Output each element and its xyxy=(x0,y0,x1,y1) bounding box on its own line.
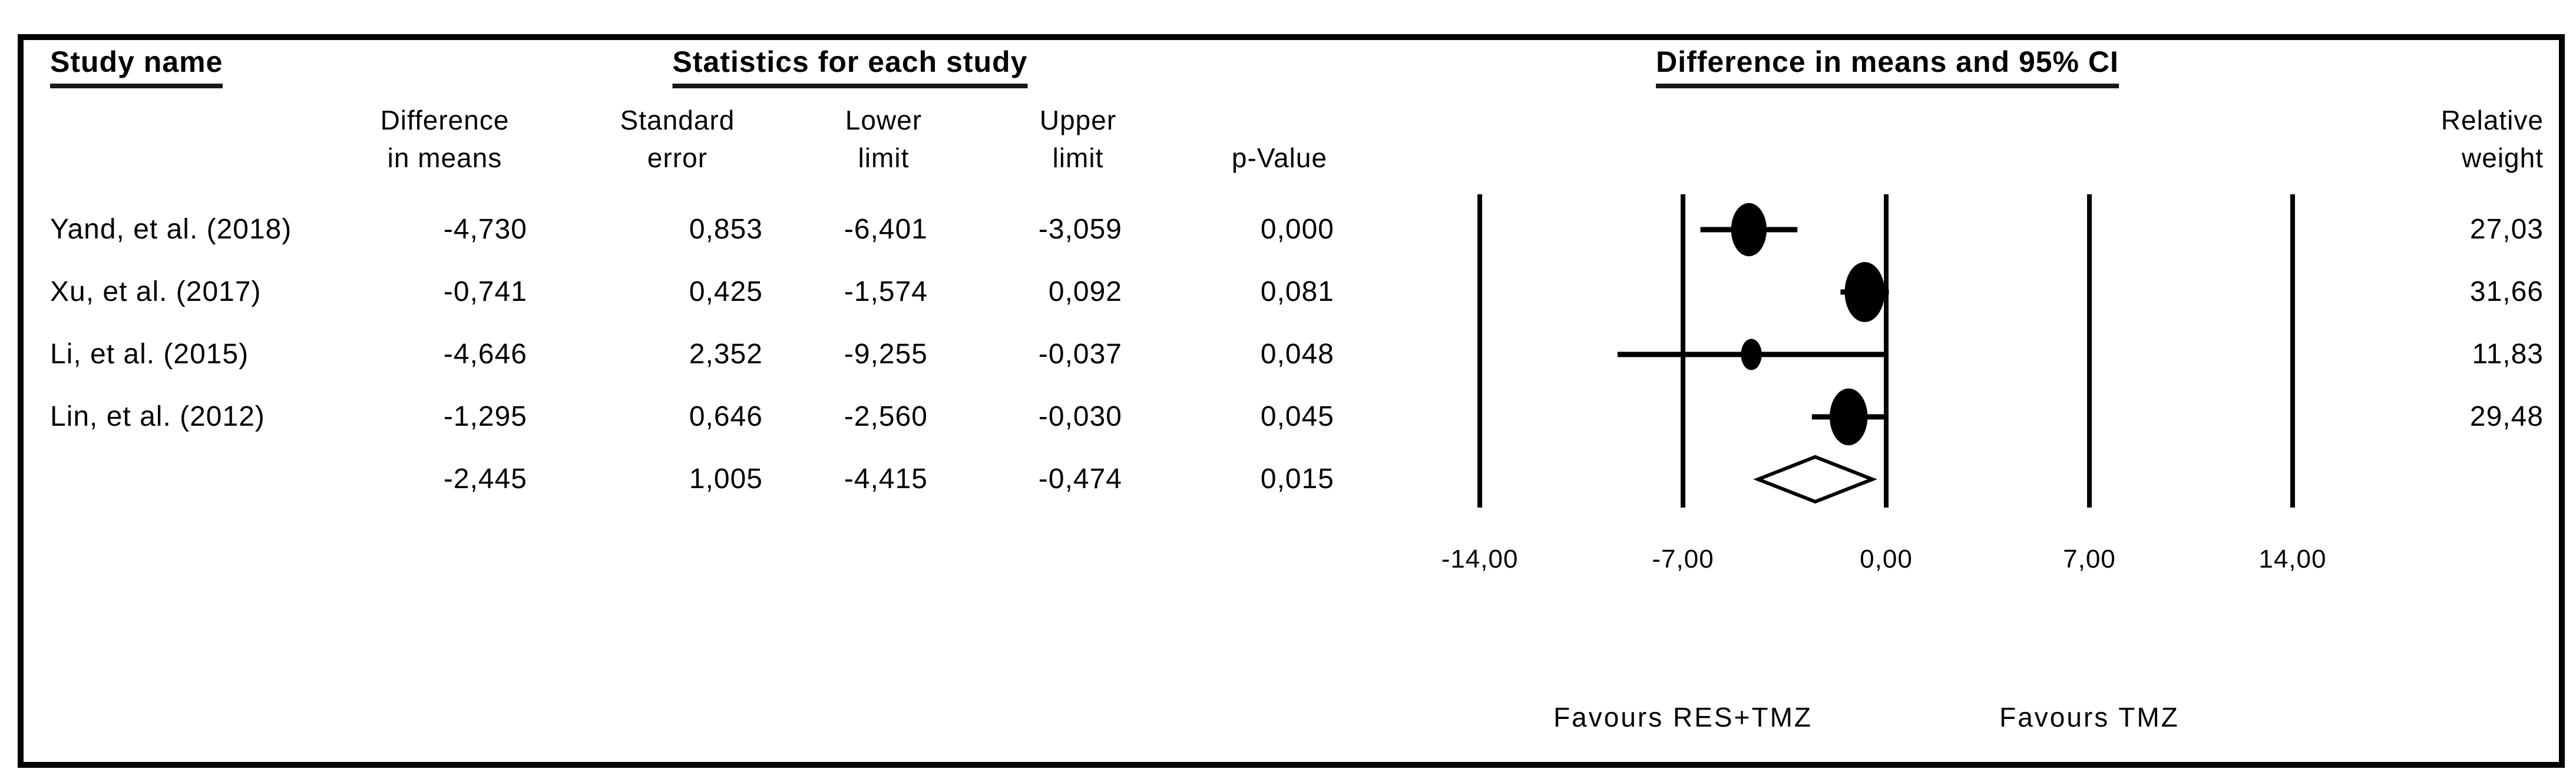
axis-tick-label: -7,00 xyxy=(1652,545,1714,574)
summary-diamond xyxy=(1753,455,1877,504)
plot-title: Difference in means and 95% CI xyxy=(1656,45,2119,88)
col-header-line: weight xyxy=(2462,142,2544,173)
summary-difference-in-means-value: -2,445 xyxy=(443,463,527,495)
difference-in-means-value: -1,295 xyxy=(443,401,527,432)
study-name-header: Study name xyxy=(50,45,223,88)
figure-border xyxy=(18,34,2565,768)
gridline xyxy=(2086,194,2092,508)
col-header-standard-error: Standard error xyxy=(620,101,735,177)
col-header-lower-limit: Lower limit xyxy=(845,101,922,177)
col-header-line: Upper xyxy=(1039,105,1117,135)
col-header-line: p-Value xyxy=(1231,142,1328,173)
col-header-line: Standard xyxy=(620,105,735,135)
study-name: Lin, et al. (2012) xyxy=(50,401,265,432)
standard-error-value: 0,853 xyxy=(689,214,763,245)
upper-limit-value: -0,037 xyxy=(1038,339,1122,370)
lower-limit-value: -9,255 xyxy=(844,339,928,370)
axis-tick-label: 14,00 xyxy=(2258,545,2326,574)
statistics-header: Statistics for each study xyxy=(672,45,1028,88)
col-header-line: Difference xyxy=(380,105,510,135)
study-name: Yand, et al. (2018) xyxy=(50,214,292,245)
col-header-line: limit xyxy=(1052,142,1104,173)
relative-weight-value: 27,03 xyxy=(2469,214,2544,245)
favours-left-label: Favours RES+TMZ xyxy=(1553,702,1813,732)
p-value: 0,045 xyxy=(1260,401,1334,432)
summary-upper-limit-value: -0,474 xyxy=(1038,463,1122,495)
mean-marker xyxy=(1731,203,1767,257)
gridline xyxy=(1884,194,1889,508)
gridline xyxy=(1477,194,1483,508)
col-header-line: Relative xyxy=(2441,105,2544,135)
p-value: 0,048 xyxy=(1260,339,1334,370)
lower-limit-value: -2,560 xyxy=(844,401,928,432)
lower-limit-value: -1,574 xyxy=(844,276,928,307)
p-value: 0,000 xyxy=(1260,214,1334,245)
mean-marker xyxy=(1830,388,1868,446)
relative-weight-value: 11,83 xyxy=(2472,339,2544,370)
gridline xyxy=(2290,194,2295,508)
axis-tick-label: -14,00 xyxy=(1441,545,1519,574)
mean-marker xyxy=(1844,262,1885,322)
upper-limit-value: -3,059 xyxy=(1038,214,1122,245)
relative-weight-value: 31,66 xyxy=(2469,276,2544,307)
upper-limit-value: 0,092 xyxy=(1048,276,1122,307)
axis-tick-label: 7,00 xyxy=(2063,545,2116,574)
standard-error-value: 0,646 xyxy=(689,401,763,432)
difference-in-means-value: -0,741 xyxy=(443,276,527,307)
standard-error-value: 2,352 xyxy=(689,339,763,370)
col-header-line: error xyxy=(647,142,708,173)
col-header-difference-in-means: Difference in means xyxy=(381,101,510,177)
p-value: 0,081 xyxy=(1260,276,1334,307)
difference-in-means-value: -4,730 xyxy=(443,214,527,245)
summary-standard-error-value: 1,005 xyxy=(689,463,763,495)
favours-right-label: Favours TMZ xyxy=(1999,702,2180,732)
mean-marker xyxy=(1741,339,1762,370)
summary-p-value: 0,015 xyxy=(1260,463,1334,495)
col-header-p-value: p-Value xyxy=(1232,139,1327,177)
study-name: Xu, et al. (2017) xyxy=(50,276,262,307)
difference-in-means-value: -4,646 xyxy=(443,339,527,370)
col-header-line: Lower xyxy=(845,105,922,135)
col-header-relative-weight: Relative weight xyxy=(2441,101,2544,177)
axis-tick-label: 0,00 xyxy=(1860,545,1913,574)
upper-limit-value: -0,030 xyxy=(1038,401,1122,432)
study-name: Li, et al. (2015) xyxy=(50,339,249,370)
col-header-upper-limit: Upper limit xyxy=(1040,101,1116,177)
summary-lower-limit-value: -4,415 xyxy=(844,463,928,495)
lower-limit-value: -6,401 xyxy=(844,214,928,245)
standard-error-value: 0,425 xyxy=(689,276,763,307)
col-header-line: limit xyxy=(858,142,910,173)
relative-weight-value: 29,48 xyxy=(2469,401,2544,432)
gridline xyxy=(1681,194,1686,508)
col-header-line: in means xyxy=(387,142,502,173)
